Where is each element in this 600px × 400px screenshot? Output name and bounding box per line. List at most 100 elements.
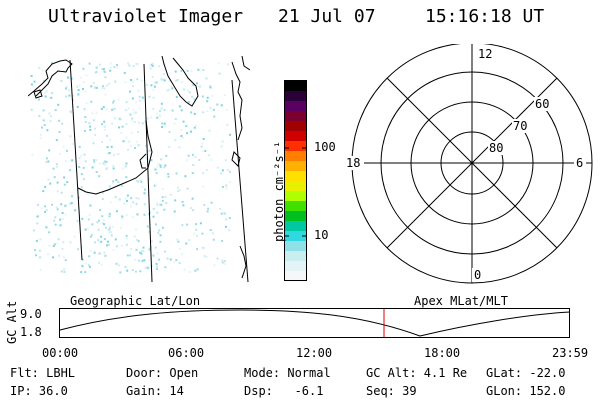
emission-pixel <box>122 140 125 143</box>
altitude-ytick: 1.8 <box>20 325 42 339</box>
emission-pixel <box>212 238 215 241</box>
emission-pixel <box>225 225 227 228</box>
colorbar-tick-label: 10 <box>314 228 329 242</box>
time-tick: 00:00 <box>42 346 79 360</box>
emission-pixel <box>150 84 153 87</box>
emission-pixel <box>176 238 179 241</box>
emission-pixel <box>91 223 94 226</box>
emission-pixel <box>62 256 65 259</box>
emission-pixel <box>60 191 63 194</box>
emission-pixel <box>52 256 54 259</box>
emission-pixel <box>221 169 224 172</box>
emission-pixel <box>64 204 67 207</box>
mlat-label-60: 60 <box>535 97 549 111</box>
emission-pixel <box>221 259 224 262</box>
emission-pixel <box>111 225 114 228</box>
emission-pixel <box>173 210 176 213</box>
emission-pixel <box>63 176 66 179</box>
emission-pixel <box>203 204 206 207</box>
emission-pixel <box>45 157 48 160</box>
emission-pixel <box>191 172 194 175</box>
emission-pixel <box>101 68 104 71</box>
emission-pixel <box>201 142 204 145</box>
polar-plot: 12 18 6 0 60 70 80 <box>344 44 593 284</box>
emission-pixel <box>139 251 141 254</box>
emission-pixel <box>152 96 155 99</box>
emission-pixel <box>104 163 107 166</box>
colorbar-cell <box>285 181 307 192</box>
emission-pixel <box>156 252 159 255</box>
emission-pixel <box>53 243 56 246</box>
time-label: 15:16:18 UT <box>425 6 545 27</box>
emission-pixel <box>191 95 194 98</box>
emission-pixel <box>88 255 91 258</box>
emission-pixel <box>166 89 169 92</box>
emission-pixel <box>175 259 178 262</box>
emission-pixel <box>125 243 128 246</box>
colorbar-cell <box>285 211 307 222</box>
emission-pixel <box>104 128 107 131</box>
emission-pixel <box>109 66 112 69</box>
coastline <box>161 56 199 107</box>
emission-pixel <box>47 253 50 256</box>
emission-pixel <box>227 168 229 171</box>
emission-pixel <box>125 109 128 112</box>
emission-pixel <box>136 78 139 81</box>
emission-pixel <box>126 200 128 202</box>
emission-pixel <box>113 66 116 69</box>
emission-pixel <box>161 122 164 125</box>
emission-pixel <box>164 195 167 198</box>
coastline <box>28 59 73 97</box>
emission-pixel <box>109 62 112 65</box>
emission-pixel <box>156 204 159 207</box>
emission-pixel <box>111 122 114 125</box>
emission-pixel <box>117 98 120 101</box>
emission-pixel <box>94 127 96 130</box>
emission-pixel <box>137 197 140 200</box>
emission-pixel <box>126 237 129 240</box>
emission-pixel <box>102 106 105 109</box>
emission-pixel <box>229 133 232 136</box>
emission-pixel <box>43 79 46 82</box>
emission-pixel <box>99 162 101 165</box>
emission-pixel <box>101 85 104 88</box>
emission-pixel <box>210 201 213 204</box>
colorbar-cell <box>285 241 307 252</box>
emission-pixel <box>137 259 140 262</box>
emission-pixel <box>89 235 92 238</box>
emission-pixel <box>136 63 139 66</box>
emission-pixel <box>76 105 79 108</box>
emission-pixel <box>103 223 106 226</box>
emission-pixel <box>127 62 130 65</box>
emission-pixel <box>135 101 138 104</box>
emission-pixel <box>93 86 96 89</box>
emission-pixel <box>105 160 108 163</box>
emission-pixel <box>65 160 68 163</box>
emission-pixel <box>48 149 51 152</box>
emission-pixel <box>108 185 111 188</box>
colorbar-cell <box>285 111 307 122</box>
emission-pixel <box>130 131 133 134</box>
emission-pixel <box>101 215 104 218</box>
emission-pixel <box>157 162 160 165</box>
altitude-ylabel: GC Alt <box>5 301 19 344</box>
emission-pixel <box>97 261 100 264</box>
emission-pixel <box>185 242 188 245</box>
emission-pixel <box>62 217 64 220</box>
emission-pixel <box>117 153 120 155</box>
emission-pixel <box>165 154 168 157</box>
emission-pixel <box>52 167 55 170</box>
emission-pixel <box>223 212 226 215</box>
emission-pixel <box>53 176 56 179</box>
emission-pixel <box>91 234 93 236</box>
emission-pixel <box>143 259 146 262</box>
emission-pixel <box>47 160 50 163</box>
emission-pixel <box>201 232 204 235</box>
emission-pixel <box>42 109 45 112</box>
colorbar-cell <box>285 101 307 112</box>
emission-pixel <box>39 137 42 140</box>
emission-pixel <box>50 115 53 118</box>
emission-pixel <box>78 157 81 160</box>
emission-pixel <box>143 213 146 216</box>
emission-pixel <box>148 248 151 251</box>
